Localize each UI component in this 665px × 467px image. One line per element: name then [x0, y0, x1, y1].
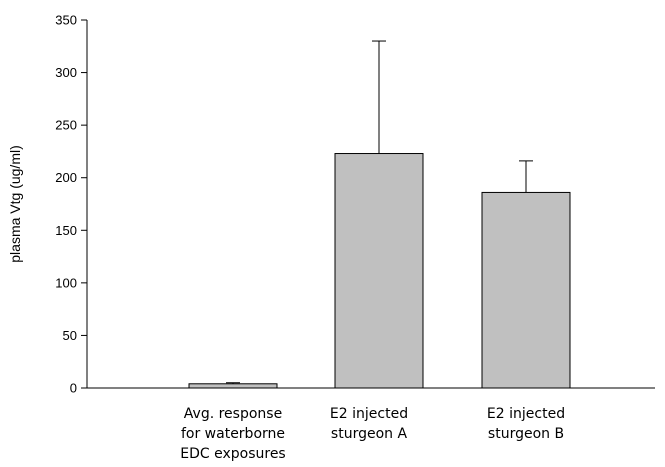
error-bars-group [226, 40, 533, 384]
x-category-label-line: Avg. response [184, 406, 282, 422]
y-tick-label: 150 [55, 223, 77, 238]
y-tick-label: 250 [55, 118, 77, 133]
y-ticks-group: 0 50 100 150 200 250 300 350 [55, 13, 87, 396]
y-tick-label: 200 [55, 170, 77, 185]
x-labels-group: Avg. response for waterborne EDC exposures… [180, 406, 565, 462]
x-category-label-line: sturgeon A [331, 426, 408, 442]
x-category-label-line: EDC exposures [180, 446, 285, 462]
y-tick-label: 0 [70, 381, 77, 396]
x-category-label: Avg. response for waterborne EDC exposures [180, 406, 285, 462]
x-category-label: E2 injected sturgeon B [487, 406, 565, 442]
bar [188, 383, 278, 389]
y-tick-label: 100 [55, 275, 77, 290]
y-tick-label: 300 [55, 65, 77, 80]
bars-group [188, 153, 571, 389]
y-tick-label: 350 [55, 13, 77, 28]
bar [334, 153, 424, 389]
bar [481, 191, 571, 389]
x-category-label: E2 injected sturgeon A [330, 406, 408, 442]
y-tick-label: 50 [63, 328, 77, 343]
x-category-label-line: E2 injected [330, 406, 408, 422]
y-axis-title: plasma Vtg (ug/ml) [7, 145, 23, 262]
x-category-label-line: sturgeon B [488, 426, 564, 442]
x-category-label-line: for waterborne [181, 426, 285, 442]
x-category-label-line: E2 injected [487, 406, 565, 422]
